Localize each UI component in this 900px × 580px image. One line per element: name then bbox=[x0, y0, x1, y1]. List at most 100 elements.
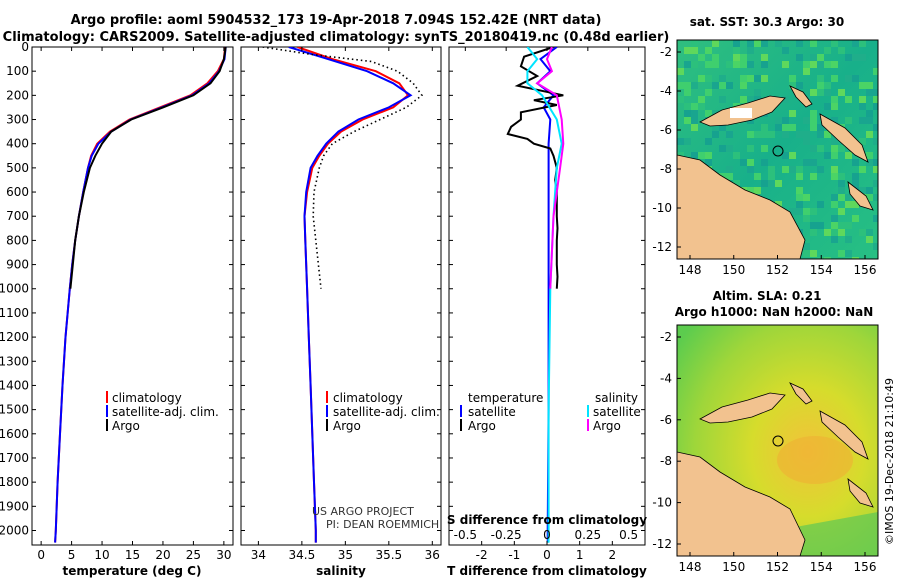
sst-pixel bbox=[852, 257, 859, 259]
temperature-x-axis: 0 5 10 15 20 25 30 bbox=[37, 47, 232, 562]
sst-pixel bbox=[789, 208, 796, 215]
depth-tick-label: 1600 bbox=[0, 427, 29, 441]
sst-pixel bbox=[768, 173, 775, 180]
sst-pixel bbox=[712, 124, 719, 131]
legend-s-argo: Argo bbox=[593, 419, 621, 433]
sst-pixel bbox=[684, 117, 691, 124]
sst-pixel bbox=[691, 103, 698, 110]
title-line2: Climatology: CARS2009. Satellite-adjuste… bbox=[3, 30, 670, 45]
x-tick-label: 0 bbox=[37, 548, 45, 562]
land-new-guinea bbox=[677, 154, 806, 259]
sst-pixel bbox=[817, 89, 824, 96]
map-x-tick-label: 152 bbox=[766, 560, 789, 574]
depth-tick-label: 2000 bbox=[0, 523, 29, 537]
x-tick-label: 0 bbox=[543, 548, 551, 562]
depth-tick-label: 1900 bbox=[0, 499, 29, 513]
x2-tick-label: 0.5 bbox=[619, 528, 638, 542]
depth-tick-label: 500 bbox=[6, 161, 29, 175]
depth-tick-label: 200 bbox=[6, 88, 29, 102]
sst-pixel bbox=[873, 124, 878, 131]
sst-pixel bbox=[782, 166, 789, 173]
land-new-britain bbox=[699, 392, 786, 424]
sst-pixel bbox=[684, 61, 691, 68]
x-tick-label: 2 bbox=[609, 548, 617, 562]
series-salinity-argo bbox=[535, 47, 565, 289]
sst-pixel bbox=[789, 152, 796, 159]
legend-t-satellite: satellite bbox=[468, 405, 516, 419]
sst-pixel bbox=[845, 201, 852, 208]
map-x-tick-label: 156 bbox=[854, 560, 877, 574]
sst-pixel bbox=[677, 68, 684, 75]
sst-pixel bbox=[859, 117, 866, 124]
sla-map-axes: 148 150 152 154 156 -2 -4 -6 -8 -10 -12 bbox=[652, 330, 876, 574]
sst-pixel bbox=[824, 257, 831, 259]
sst-pixel bbox=[831, 117, 838, 124]
sst-pixel bbox=[726, 61, 733, 68]
sst-pixel bbox=[712, 131, 719, 138]
sst-pixel bbox=[761, 180, 768, 187]
x-tick-label: 10 bbox=[94, 548, 109, 562]
sst-pixel bbox=[859, 187, 866, 194]
sst-pixel bbox=[705, 75, 712, 82]
sst-pixel bbox=[747, 131, 754, 138]
map-x-tick-label: 156 bbox=[854, 263, 877, 277]
sst-pixel bbox=[866, 117, 873, 124]
land-bougainville bbox=[819, 113, 869, 163]
series-temperature-argo bbox=[506, 47, 564, 289]
sst-pixel bbox=[831, 229, 838, 236]
sst-pixel bbox=[838, 47, 845, 54]
sst-pixel bbox=[810, 208, 817, 215]
sst-pixel bbox=[768, 131, 775, 138]
sst-pixel bbox=[733, 54, 740, 61]
map-y-tick-label: -10 bbox=[652, 496, 672, 510]
sst-pixel bbox=[866, 229, 873, 236]
sst-pixel bbox=[712, 40, 719, 47]
sst-pixel bbox=[677, 82, 684, 89]
depth-tick-label: 1300 bbox=[0, 354, 29, 368]
legend-satellite: satellite-adj. clim. bbox=[333, 405, 440, 419]
x-tick-label: 30 bbox=[216, 548, 231, 562]
sst-pixel bbox=[789, 110, 796, 117]
land-new-ireland bbox=[789, 85, 813, 108]
sst-pixel bbox=[803, 68, 810, 75]
depth-tick-label: 1400 bbox=[0, 378, 29, 392]
sst-pixel bbox=[761, 159, 768, 166]
sst-pixel bbox=[796, 194, 803, 201]
salinity-plot bbox=[262, 47, 424, 543]
land-solomons bbox=[847, 181, 874, 211]
sst-pixel bbox=[810, 110, 817, 117]
sst-pixel bbox=[747, 159, 754, 166]
sst-pixel bbox=[803, 250, 810, 257]
legend-satellite: satellite-adj. clim. bbox=[112, 405, 219, 419]
map-y-tick-label: -4 bbox=[660, 84, 672, 98]
sst-pixel bbox=[817, 124, 824, 131]
sst-pixel bbox=[684, 110, 691, 117]
sst-pixel bbox=[866, 152, 873, 159]
depth-tick-label: 100 bbox=[6, 64, 29, 78]
sst-pixel bbox=[684, 89, 691, 96]
sst-pixel bbox=[817, 257, 824, 259]
sst-pixel bbox=[782, 61, 789, 68]
sst-pixel bbox=[859, 40, 866, 47]
sst-pixel bbox=[817, 61, 824, 68]
legend-argo: Argo bbox=[112, 419, 140, 433]
sst-map bbox=[677, 40, 878, 259]
sst-pixel bbox=[810, 40, 817, 47]
sst-pixel bbox=[775, 117, 782, 124]
sst-pixel bbox=[775, 201, 782, 208]
sst-pixel bbox=[803, 194, 810, 201]
map-y-tick-label: -4 bbox=[660, 371, 672, 385]
sst-pixel bbox=[726, 173, 733, 180]
sst-pixel bbox=[726, 166, 733, 173]
x-tick-label: 25 bbox=[186, 548, 201, 562]
sst-pixel bbox=[803, 243, 810, 250]
x2-tick-label: 0.25 bbox=[574, 528, 601, 542]
sst-pixel bbox=[859, 229, 866, 236]
sst-map-title: sat. SST: 30.3 Argo: 30 bbox=[690, 15, 844, 29]
sst-pixel bbox=[838, 222, 845, 229]
sst-pixel bbox=[789, 82, 796, 89]
sst-pixel bbox=[677, 96, 684, 103]
sst-pixel bbox=[754, 173, 761, 180]
sst-pixel bbox=[803, 159, 810, 166]
map-y-tick-label: -8 bbox=[660, 454, 672, 468]
